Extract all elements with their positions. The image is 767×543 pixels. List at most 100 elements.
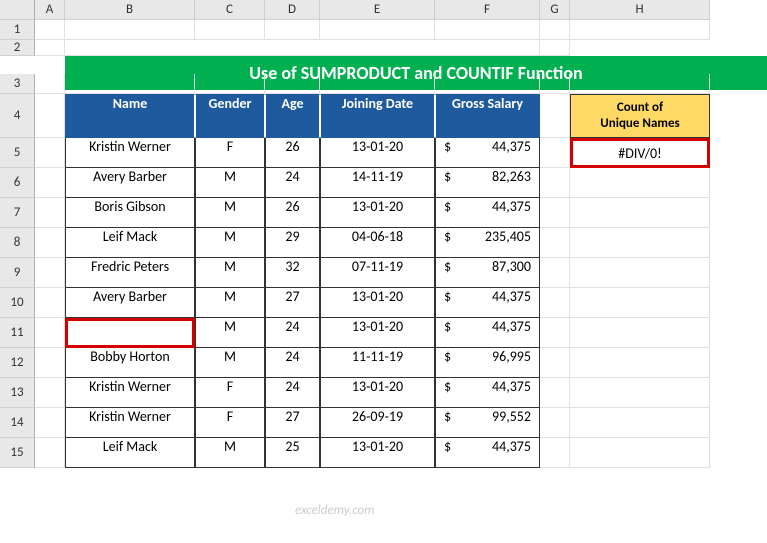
cell-c1[interactable] [195,20,265,40]
cell-g6[interactable] [540,168,570,198]
row-header-5[interactable]: 5 [0,138,35,168]
cell-h15[interactable] [570,438,710,468]
cell-h14[interactable] [570,408,710,438]
cell-salary-10[interactable]: $44,375 [435,288,540,318]
cell-g9[interactable] [540,258,570,288]
cell-a5[interactable] [35,138,65,168]
row-header-12[interactable]: 12 [0,348,35,378]
row-header-9[interactable]: 9 [0,258,35,288]
row-header-6[interactable]: 6 [0,168,35,198]
row-header-2[interactable]: 2 [0,40,35,56]
cell-age-10[interactable]: 27 [265,288,320,318]
cell-joining-11[interactable]: 13-01-20 [320,318,435,348]
header-joining[interactable]: Joining Date [320,94,435,138]
sidebar-value[interactable]: #DIV/0! [570,138,710,168]
row-header-7[interactable]: 7 [0,198,35,228]
cell-gender-11[interactable]: M [195,318,265,348]
cell-g10[interactable] [540,288,570,318]
cell-a2[interactable] [35,40,65,56]
cell-joining-5[interactable]: 13-01-20 [320,138,435,168]
cell-name-9[interactable]: Fredric Peters [65,258,195,288]
cell-salary-9[interactable]: $87,300 [435,258,540,288]
cell-gender-12[interactable]: M [195,348,265,378]
cell-h10[interactable] [570,288,710,318]
cell-h11[interactable] [570,318,710,348]
cell-a10[interactable] [35,288,65,318]
cell-g2[interactable] [65,40,540,56]
cell-name-8[interactable]: Leif Mack [65,228,195,258]
cell-a6[interactable] [35,168,65,198]
cell-h7[interactable] [570,198,710,228]
corner-cell[interactable] [0,0,35,20]
cell-gender-8[interactable]: M [195,228,265,258]
cell-h13[interactable] [570,378,710,408]
cell-d1[interactable] [265,20,320,40]
cell-g3[interactable] [540,74,570,94]
cell-gender-5[interactable]: F [195,138,265,168]
cell-h6[interactable] [570,168,710,198]
cell-salary-15[interactable]: $44,375 [435,438,540,468]
header-gender[interactable]: Gender [195,94,265,138]
cell-g7[interactable] [540,198,570,228]
cell-name-10[interactable]: Avery Barber [65,288,195,318]
cell-name-6[interactable]: Avery Barber [65,168,195,198]
cell-g1[interactable] [540,20,570,40]
cell-a15[interactable] [35,438,65,468]
cell-h9[interactable] [570,258,710,288]
cell-d3[interactable] [265,74,320,94]
cell-name-14[interactable]: Kristin Werner [65,408,195,438]
cell-g8[interactable] [540,228,570,258]
cell-salary-5[interactable]: $44,375 [435,138,540,168]
cell-age-5[interactable]: 26 [265,138,320,168]
cell-salary-12[interactable]: $96,995 [435,348,540,378]
cell-joining-12[interactable]: 11-11-19 [320,348,435,378]
cell-age-6[interactable]: 24 [265,168,320,198]
header-age[interactable]: Age [265,94,320,138]
cell-salary-11[interactable]: $44,375 [435,318,540,348]
cell-joining-6[interactable]: 14-11-19 [320,168,435,198]
cell-name-5[interactable]: Kristin Werner [65,138,195,168]
cell-g5[interactable] [540,138,570,168]
cell-name-12[interactable]: Bobby Horton [65,348,195,378]
cell-joining-15[interactable]: 13-01-20 [320,438,435,468]
cell-h8[interactable] [570,228,710,258]
cell-age-14[interactable]: 27 [265,408,320,438]
cell-a3[interactable] [35,74,65,94]
row-header-15[interactable]: 15 [0,438,35,468]
header-name[interactable]: Name [65,94,195,138]
cell-age-9[interactable]: 32 [265,258,320,288]
cell-e3[interactable] [320,74,435,94]
row-header-4[interactable]: 4 [0,94,35,138]
cell-age-15[interactable]: 25 [265,438,320,468]
cell-name-15[interactable]: Leif Mack [65,438,195,468]
cell-age-13[interactable]: 24 [265,378,320,408]
col-header-g[interactable]: G [540,0,570,20]
cell-b1[interactable] [65,20,195,40]
cell-gender-7[interactable]: M [195,198,265,228]
row-header-10[interactable]: 10 [0,288,35,318]
row-header-14[interactable]: 14 [0,408,35,438]
col-header-d[interactable]: D [265,0,320,20]
col-header-f[interactable]: F [435,0,540,20]
cell-e1[interactable] [320,20,435,40]
col-header-c[interactable]: C [195,0,265,20]
cell-h12[interactable] [570,348,710,378]
cell-name-13[interactable]: Kristin Werner [65,378,195,408]
cell-joining-10[interactable]: 13-01-20 [320,288,435,318]
cell-g4[interactable] [540,94,570,138]
col-header-a[interactable]: A [35,0,65,20]
cell-a14[interactable] [35,408,65,438]
col-header-b[interactable]: B [65,0,195,20]
cell-a9[interactable] [35,258,65,288]
cell-salary-14[interactable]: $99,552 [435,408,540,438]
cell-a1[interactable] [35,20,65,40]
cell-joining-8[interactable]: 04-06-18 [320,228,435,258]
cell-joining-14[interactable]: 26-09-19 [320,408,435,438]
cell-a12[interactable] [35,348,65,378]
cell-age-8[interactable]: 29 [265,228,320,258]
cell-salary-13[interactable]: $44,375 [435,378,540,408]
cell-a8[interactable] [35,228,65,258]
cell-salary-7[interactable]: $44,375 [435,198,540,228]
row-header-11[interactable]: 11 [0,318,35,348]
cell-a13[interactable] [35,378,65,408]
